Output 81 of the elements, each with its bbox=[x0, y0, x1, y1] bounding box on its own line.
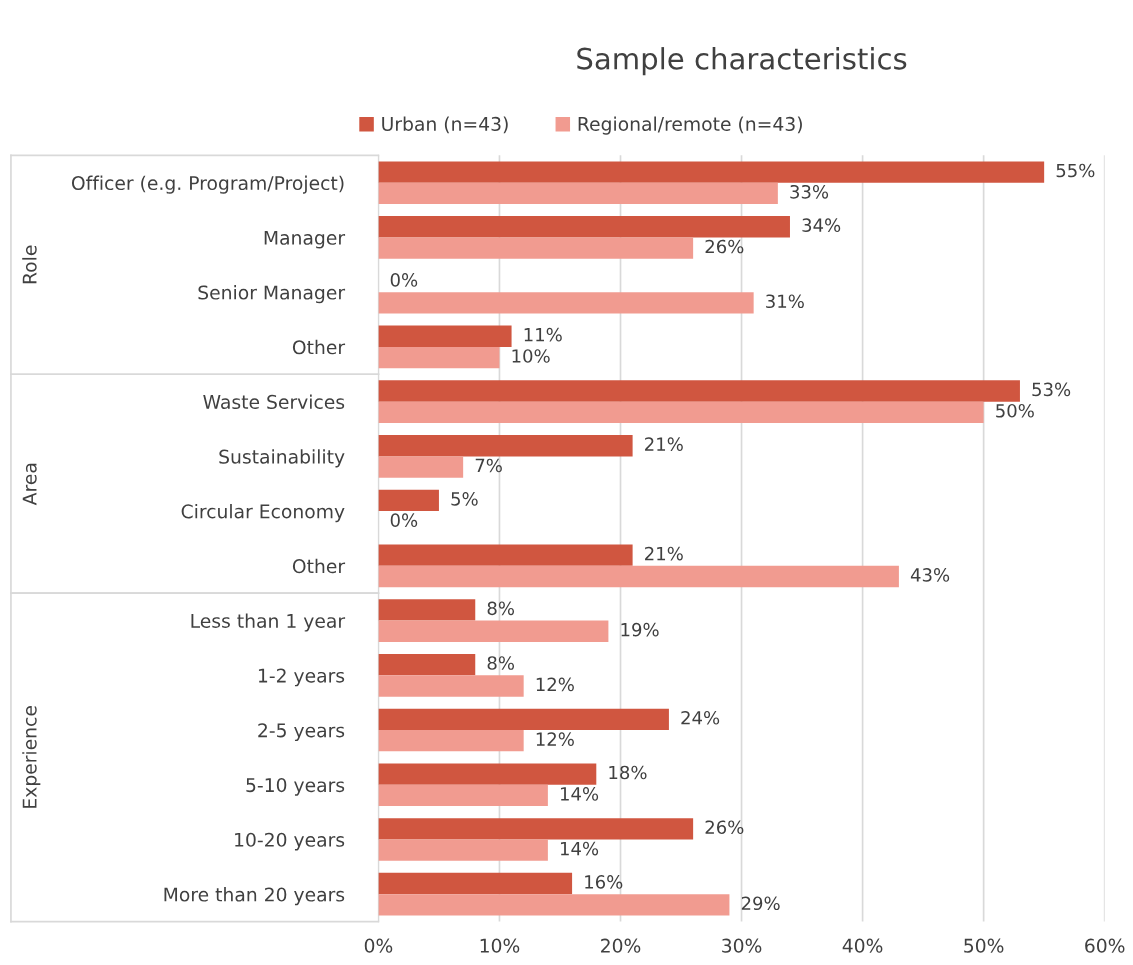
data-label: 10% bbox=[512, 349, 550, 363]
bar bbox=[378, 292, 754, 314]
bar bbox=[378, 599, 476, 621]
data-label: 31% bbox=[766, 294, 804, 309]
bar bbox=[378, 839, 548, 861]
y-tick-label: Other bbox=[292, 339, 346, 355]
data-label: 19% bbox=[621, 622, 659, 637]
chart-title: Sample characteristics bbox=[577, 47, 907, 76]
y-tick-label: More than 20 years bbox=[164, 887, 345, 906]
data-label: 33% bbox=[790, 184, 829, 199]
text: Role bbox=[22, 245, 37, 284]
x-tick-label: 30% bbox=[722, 938, 762, 953]
data-label: 26% bbox=[705, 239, 744, 254]
data-label: 8% bbox=[487, 601, 515, 616]
bar bbox=[378, 325, 512, 347]
y-tick-label: Circular Economy bbox=[181, 503, 345, 523]
bar bbox=[378, 894, 730, 916]
bar bbox=[378, 237, 694, 259]
bar bbox=[378, 675, 524, 697]
bar bbox=[378, 489, 439, 512]
data-label: 55% bbox=[1056, 163, 1095, 178]
data-label: 5% bbox=[451, 492, 478, 506]
y-tick-label: 2-5 years bbox=[258, 723, 345, 742]
x-tick-label: 0% bbox=[364, 938, 393, 953]
data-label: 12% bbox=[536, 732, 574, 746]
bar bbox=[378, 456, 464, 478]
x-tick-label: 60% bbox=[1085, 938, 1125, 953]
data-label: 16% bbox=[585, 875, 623, 889]
data-label: 26% bbox=[705, 820, 744, 835]
data-label: 24% bbox=[681, 710, 720, 725]
data-label: 50% bbox=[996, 403, 1034, 418]
bar bbox=[378, 872, 573, 895]
y-tick-label: Sustainability bbox=[219, 449, 345, 468]
bar bbox=[378, 435, 633, 457]
x-tick-label: 40% bbox=[842, 938, 883, 953]
bar bbox=[378, 565, 899, 588]
y-tick-label: 10-20 years bbox=[235, 832, 345, 851]
y-tick-label: Officer (e.g. Program/Project) bbox=[71, 175, 344, 194]
text: Area bbox=[22, 463, 37, 506]
y-tick-label: Other bbox=[292, 558, 346, 574]
data-label: 21% bbox=[645, 437, 683, 451]
text: Experience bbox=[22, 706, 41, 808]
data-label: 18% bbox=[609, 765, 647, 780]
x-tick-label: 50% bbox=[964, 938, 1004, 953]
bar bbox=[378, 161, 1045, 183]
data-label: 7% bbox=[475, 458, 502, 473]
bar bbox=[378, 708, 669, 731]
data-label: 8% bbox=[487, 656, 515, 670]
data-label: 53% bbox=[1032, 382, 1071, 397]
x-tick-label: 10% bbox=[480, 938, 520, 953]
bar bbox=[378, 182, 778, 205]
data-label: 21% bbox=[645, 546, 683, 561]
bar bbox=[378, 346, 500, 369]
bar bbox=[378, 763, 597, 785]
data-label: 12% bbox=[536, 677, 574, 692]
y-tick-label: 5-10 years bbox=[246, 777, 345, 796]
legend-label: Urban (n=43) bbox=[382, 116, 508, 134]
bar bbox=[378, 544, 633, 566]
bar bbox=[378, 216, 790, 238]
y-tick-label: Manager bbox=[264, 230, 346, 249]
y-tick-label: 1-2 years bbox=[258, 668, 345, 687]
data-label: 0% bbox=[390, 513, 418, 528]
bar bbox=[378, 380, 1020, 402]
bar bbox=[378, 818, 694, 840]
data-label: 29% bbox=[741, 896, 780, 911]
bar bbox=[378, 730, 524, 752]
bar bbox=[378, 784, 548, 807]
y-tick-label: Less than 1 year bbox=[191, 613, 346, 632]
bar bbox=[378, 653, 476, 676]
data-label: 34% bbox=[802, 218, 841, 233]
legend-label: Regional/remote (n=43) bbox=[578, 116, 802, 135]
data-label: 14% bbox=[560, 841, 599, 856]
y-tick-label: Waste Services bbox=[203, 394, 345, 410]
bar bbox=[378, 401, 984, 423]
x-tick-label: 20% bbox=[601, 938, 641, 953]
data-label: 14% bbox=[560, 787, 599, 801]
bar bbox=[378, 620, 609, 642]
data-label: 0% bbox=[390, 273, 418, 287]
data-label: 43% bbox=[910, 568, 950, 582]
y-tick-label: Senior Manager bbox=[198, 285, 346, 304]
data-label: 11% bbox=[524, 327, 562, 342]
